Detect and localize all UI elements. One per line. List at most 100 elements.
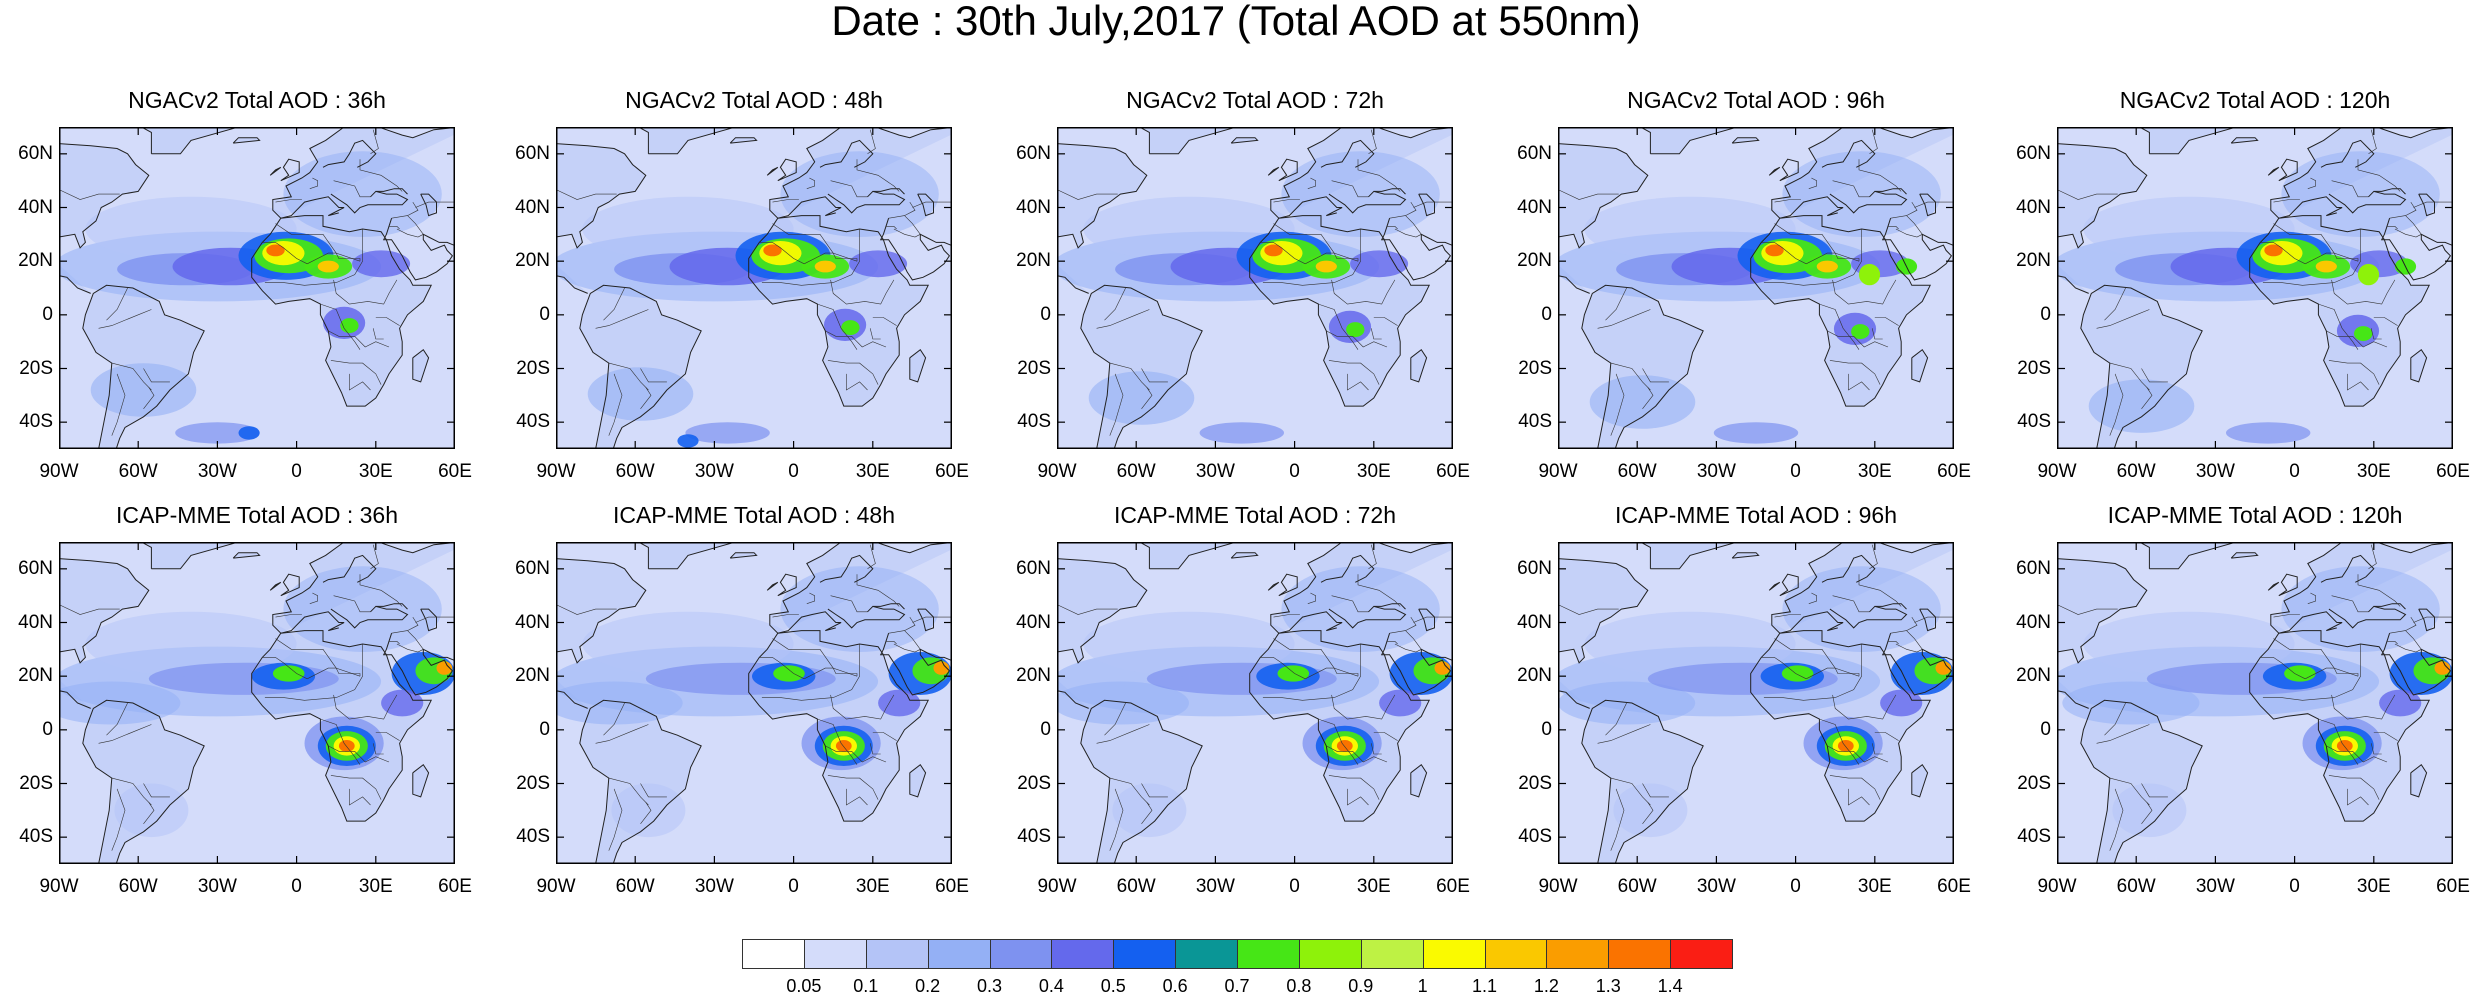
panel-title: ICAP-MME Total AOD : 72h bbox=[1113, 502, 1397, 528]
lat-tick-label: 60N bbox=[515, 557, 550, 579]
aod-plume bbox=[381, 689, 424, 717]
lat-tick-label: 20N bbox=[18, 665, 53, 687]
lon-tick-label: 30E bbox=[1356, 876, 1391, 897]
aod-map bbox=[1558, 127, 1954, 449]
colorbar-label: 0.2 bbox=[915, 976, 941, 996]
lat-tick-label: 20N bbox=[1016, 665, 1051, 687]
lat-tick-label: 0 bbox=[2040, 303, 2051, 325]
colorbar-swatch bbox=[1237, 939, 1300, 969]
colorbar-swatch bbox=[1546, 939, 1610, 969]
aod-plume bbox=[90, 363, 197, 417]
map-panel: NGACv2 Total AOD : 96h 60N 40N 20N 0 20S 40S 90… bbox=[1517, 87, 1971, 482]
map-panel: ICAP-MME Total AOD : 96h 60N 40N 20N 0 20S 40S… bbox=[1517, 502, 1971, 897]
aod-plume bbox=[2354, 326, 2373, 342]
aod-plume bbox=[933, 661, 950, 675]
lon-tick-label: 60W bbox=[1617, 876, 1657, 897]
colorbar-swatch bbox=[989, 939, 1053, 969]
lon-tick-label: 60W bbox=[615, 876, 655, 897]
aod-plume bbox=[1315, 260, 1337, 273]
lon-tick-label: 60E bbox=[935, 876, 969, 897]
lat-tick-label: 60N bbox=[2016, 557, 2051, 579]
lon-tick-label: 30W bbox=[197, 876, 237, 897]
aod-plume bbox=[849, 250, 908, 278]
colorbar-swatch bbox=[1422, 939, 1486, 969]
colorbar-label: 1.3 bbox=[1595, 976, 1621, 996]
lon-tick-label: 0 bbox=[788, 461, 799, 482]
lon-tick-label: 60E bbox=[2436, 461, 2470, 482]
map-panel: ICAP-MME Total AOD : 48h 60N 40N 20N 0 20S 40S… bbox=[515, 502, 969, 897]
figure-title: Date : 30th July,2017 (Total AOD at 550n… bbox=[831, 0, 1641, 44]
panel-title: ICAP-MME Total AOD : 36h bbox=[115, 502, 399, 528]
map-panel: NGACv2 Total AOD : 48h 60N 40N 20N 0 20S 40S 90… bbox=[515, 87, 969, 482]
lat-tick-label: 20S bbox=[19, 772, 53, 794]
aod-plume bbox=[85, 611, 297, 677]
lat-tick-label: 40N bbox=[1016, 611, 1051, 633]
colorbar-label: 0.8 bbox=[1286, 976, 1312, 996]
lon-tick-label: 90W bbox=[536, 461, 576, 482]
lon-tick-label: 30E bbox=[1356, 461, 1391, 482]
lat-tick-label: 20S bbox=[1518, 357, 1552, 379]
lat-tick-label: 20N bbox=[515, 665, 550, 687]
lat-tick-label: 60N bbox=[515, 142, 550, 164]
lon-tick-label: 30E bbox=[358, 461, 393, 482]
colorbar-label: 1.2 bbox=[1533, 976, 1559, 996]
aod-plume bbox=[1851, 324, 1870, 340]
lat-tick-label: 20N bbox=[18, 250, 53, 272]
colorbar-swatch bbox=[742, 939, 805, 969]
aod-map bbox=[1558, 542, 1954, 864]
lat-tick-label: 40N bbox=[18, 611, 53, 633]
aod-plume bbox=[1336, 740, 1353, 752]
lat-tick-label: 20S bbox=[1017, 357, 1051, 379]
aod-plume bbox=[2379, 689, 2422, 717]
lon-tick-label: 90W bbox=[39, 461, 79, 482]
lon-tick-label: 30W bbox=[197, 461, 237, 482]
aod-map bbox=[1057, 127, 1453, 449]
lon-tick-label: 60W bbox=[1617, 461, 1657, 482]
lat-tick-label: 60N bbox=[1517, 142, 1552, 164]
aod-plume bbox=[238, 426, 260, 440]
lon-tick-label: 90W bbox=[1037, 461, 1077, 482]
aod-plume bbox=[317, 260, 339, 273]
lon-tick-label: 30E bbox=[855, 461, 890, 482]
panel-title: NGACv2 Total AOD : 96h bbox=[1627, 87, 1885, 113]
aod-plume bbox=[1584, 611, 1796, 677]
aod-plume bbox=[685, 422, 770, 444]
lat-tick-label: 20N bbox=[1016, 250, 1051, 272]
lon-tick-label: 0 bbox=[1289, 876, 1300, 897]
aod-plume bbox=[835, 740, 852, 752]
colorbar-swatch bbox=[865, 939, 929, 969]
aod-plume bbox=[2226, 422, 2311, 444]
colorbar-swatch bbox=[1113, 939, 1177, 969]
aod-plume bbox=[2284, 665, 2316, 682]
aod-plume bbox=[352, 250, 411, 278]
lat-tick-label: 0 bbox=[539, 303, 550, 325]
colorbar-swatch bbox=[927, 939, 991, 969]
colorbar-label: 0.5 bbox=[1100, 976, 1126, 996]
colorbar-swatch bbox=[803, 939, 867, 969]
lat-tick-label: 40N bbox=[1016, 196, 1051, 218]
panel-title: NGACv2 Total AOD : 36h bbox=[128, 87, 386, 113]
aod-plume bbox=[1379, 689, 1422, 717]
aod-plume bbox=[677, 434, 699, 448]
lon-tick-label: 30E bbox=[2356, 461, 2391, 482]
lat-tick-label: 0 bbox=[1040, 718, 1051, 740]
aod-plume bbox=[1083, 611, 1295, 677]
aod-plume bbox=[763, 244, 782, 257]
colorbar-label: 0.4 bbox=[1038, 976, 1064, 996]
lat-tick-label: 20N bbox=[1517, 665, 1552, 687]
colorbar-label: 1.1 bbox=[1471, 976, 1498, 996]
aod-plume bbox=[1781, 665, 1814, 682]
aod-plume bbox=[841, 320, 860, 336]
lat-tick-label: 20S bbox=[2017, 772, 2051, 794]
aod-plume bbox=[582, 611, 794, 677]
lat-tick-label: 40N bbox=[2016, 611, 2051, 633]
aod-plume bbox=[2088, 379, 2195, 433]
aod-plume bbox=[1346, 322, 1365, 338]
lon-tick-label: 30W bbox=[1195, 876, 1235, 897]
lon-tick-label: 30W bbox=[1696, 461, 1736, 482]
lon-tick-label: 30E bbox=[358, 876, 393, 897]
lat-tick-label: 40S bbox=[2017, 411, 2051, 433]
lat-tick-label: 40N bbox=[1517, 611, 1552, 633]
colorbar-swatch bbox=[1175, 939, 1238, 969]
aod-plume bbox=[1837, 740, 1854, 752]
